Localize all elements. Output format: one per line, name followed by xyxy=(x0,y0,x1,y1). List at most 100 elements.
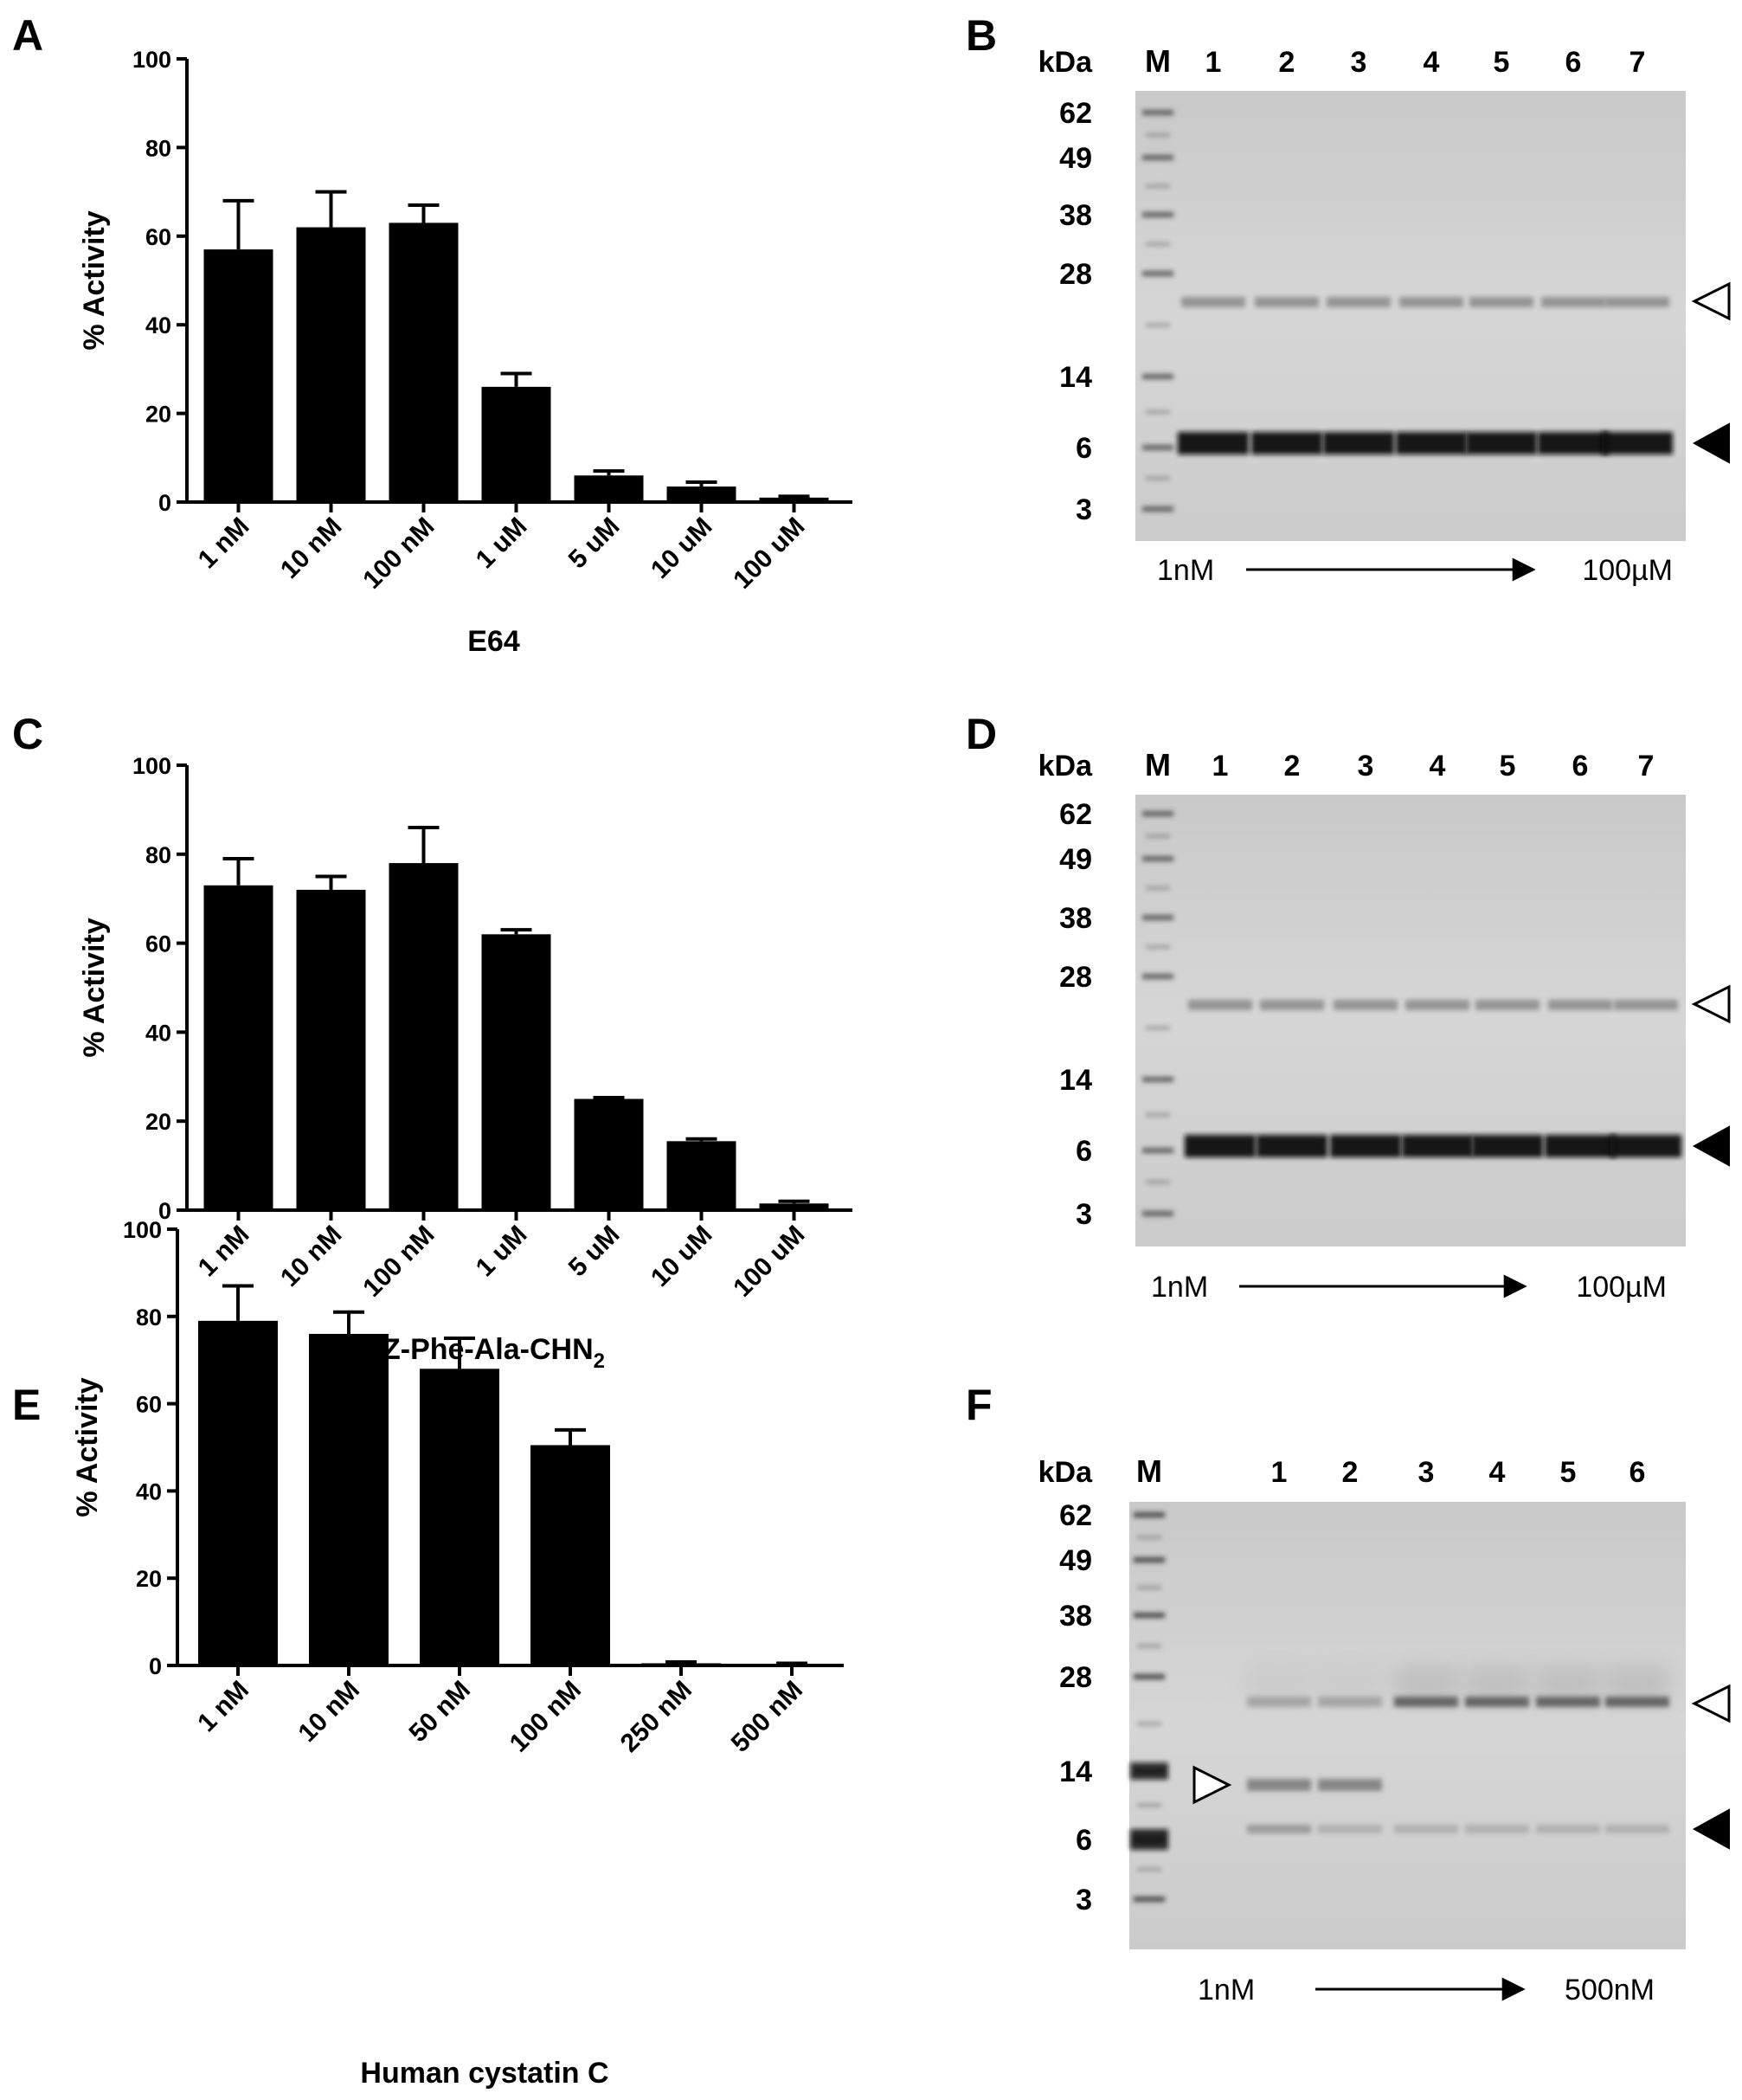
gel-background xyxy=(1135,91,1686,541)
middle-band xyxy=(1318,1779,1382,1791)
x-axis-label: E64 xyxy=(467,625,520,658)
lower-band xyxy=(1472,1135,1543,1157)
lane-number: 7 xyxy=(1638,750,1655,783)
lane-number: 5 xyxy=(1500,750,1516,783)
y-tick-label: 100 xyxy=(132,47,171,73)
lane-number: 6 xyxy=(1630,1456,1646,1489)
ladder-band xyxy=(1146,323,1170,327)
gel-background xyxy=(1129,1502,1686,1949)
band-smear xyxy=(1465,1666,1529,1701)
ladder-band xyxy=(1130,1829,1168,1850)
ladder-band xyxy=(1134,1512,1165,1517)
x-tick-label: 250 nM xyxy=(615,1676,697,1758)
bar xyxy=(309,1333,389,1665)
ladder-band xyxy=(1137,1722,1161,1726)
middle-band xyxy=(1247,1779,1311,1791)
range-end-label: 100µM xyxy=(1582,554,1673,587)
marker-size-label: 6 xyxy=(1076,1135,1092,1168)
lower-band xyxy=(1318,1825,1382,1833)
ladder-band xyxy=(1142,271,1173,276)
lane-number: 2 xyxy=(1279,46,1295,79)
lower-band xyxy=(1605,1825,1669,1833)
y-tick-label: 60 xyxy=(145,931,171,957)
marker-size-label: 62 xyxy=(1059,97,1092,130)
marker-size-label: 3 xyxy=(1076,493,1092,526)
x-tick-label: 5 uM xyxy=(563,1221,626,1283)
filled-arrowhead-marker xyxy=(1692,1808,1730,1850)
bar xyxy=(203,885,273,1210)
range-start-label: 1nM xyxy=(1151,1271,1208,1304)
band-smear xyxy=(1605,1666,1669,1701)
ladder-band xyxy=(1146,1026,1170,1030)
bar xyxy=(574,1098,644,1210)
bar xyxy=(666,1141,736,1210)
upper-band xyxy=(1188,1000,1252,1010)
upper-band xyxy=(1327,297,1391,307)
ladder-band xyxy=(1137,1644,1161,1648)
ladder-band xyxy=(1146,476,1170,480)
x-tick-label: 1 nM xyxy=(193,512,255,575)
bar xyxy=(574,475,644,502)
y-axis-label: % Activity xyxy=(71,1377,104,1517)
upper-band xyxy=(1465,1697,1529,1707)
ladder-band xyxy=(1146,886,1170,890)
x-tick-label: 10 uM xyxy=(646,512,717,584)
marker-size-label: 3 xyxy=(1076,1884,1092,1916)
marker-size-label: 14 xyxy=(1059,361,1092,394)
gel-panel-f: kDa M 1 2 3 4 5 6 62 49 38 28 14 6 3 1nM 500nM xyxy=(1038,1453,1731,2007)
lower-band xyxy=(1323,432,1394,454)
x-axis-label-text: Z-Phe-Ala-CHN xyxy=(382,1333,594,1366)
y-tick-label: 0 xyxy=(158,490,171,516)
bar xyxy=(198,1320,278,1665)
marker-size-label: 38 xyxy=(1059,199,1092,232)
lane-number: 6 xyxy=(1572,750,1589,783)
y-tick-label: 20 xyxy=(145,1109,171,1135)
bar xyxy=(530,1445,610,1665)
band-smear xyxy=(1394,1666,1458,1701)
band-smear xyxy=(1247,1666,1311,1701)
panel-letter-e: E xyxy=(12,1381,41,1429)
panel-letter-f: F xyxy=(966,1381,993,1429)
filled-arrowhead-marker xyxy=(1692,422,1730,464)
ladder-band xyxy=(1142,1148,1173,1153)
x-tick-label: 1 nM xyxy=(193,1221,255,1283)
bar xyxy=(759,1203,829,1210)
ladder-band xyxy=(1134,1674,1165,1679)
marker-size-label: 49 xyxy=(1059,142,1092,175)
upper-band xyxy=(1548,1000,1612,1010)
gel-panel-b: kDa M 1 2 3 4 5 6 7 62 49 38 28 14 6 3 1nM 100µM xyxy=(1038,43,1731,587)
bar xyxy=(666,486,736,502)
y-tick-label: 40 xyxy=(145,1020,171,1046)
bar xyxy=(759,497,829,502)
open-arrowhead-marker xyxy=(1691,1684,1731,1723)
lower-band xyxy=(1394,1825,1458,1833)
y-tick-label: 60 xyxy=(136,1392,162,1418)
bar xyxy=(389,863,459,1210)
lower-band xyxy=(1538,432,1609,454)
panel-letter-c: C xyxy=(12,710,43,758)
ladder-band xyxy=(1142,155,1173,160)
range-end-label: 100µM xyxy=(1576,1271,1667,1304)
marker-size-label: 62 xyxy=(1059,1499,1092,1532)
panel-letter-b: B xyxy=(966,11,997,60)
lane-number: 4 xyxy=(1430,750,1446,783)
marker-lane-label: M xyxy=(1145,43,1171,79)
x-tick-label: 100 nM xyxy=(357,1221,440,1303)
bar xyxy=(641,1663,721,1665)
lower-band xyxy=(1185,1135,1256,1157)
bar xyxy=(296,227,366,502)
x-tick-label: 100 uM xyxy=(728,512,810,595)
upper-band xyxy=(1260,1000,1324,1010)
lower-band xyxy=(1257,1135,1327,1157)
marker-size-label: 6 xyxy=(1076,432,1092,465)
ladder-band xyxy=(1137,1586,1161,1589)
lane-number: 5 xyxy=(1494,46,1510,79)
x-tick-label: 100 uM xyxy=(728,1221,810,1303)
x-tick-label: 1 uM xyxy=(471,512,533,575)
bar xyxy=(481,386,551,502)
upper-band xyxy=(1181,297,1245,307)
marker-size-label: 62 xyxy=(1059,798,1092,831)
ladder-band xyxy=(1146,410,1170,414)
y-tick-label: 0 xyxy=(149,1653,162,1679)
